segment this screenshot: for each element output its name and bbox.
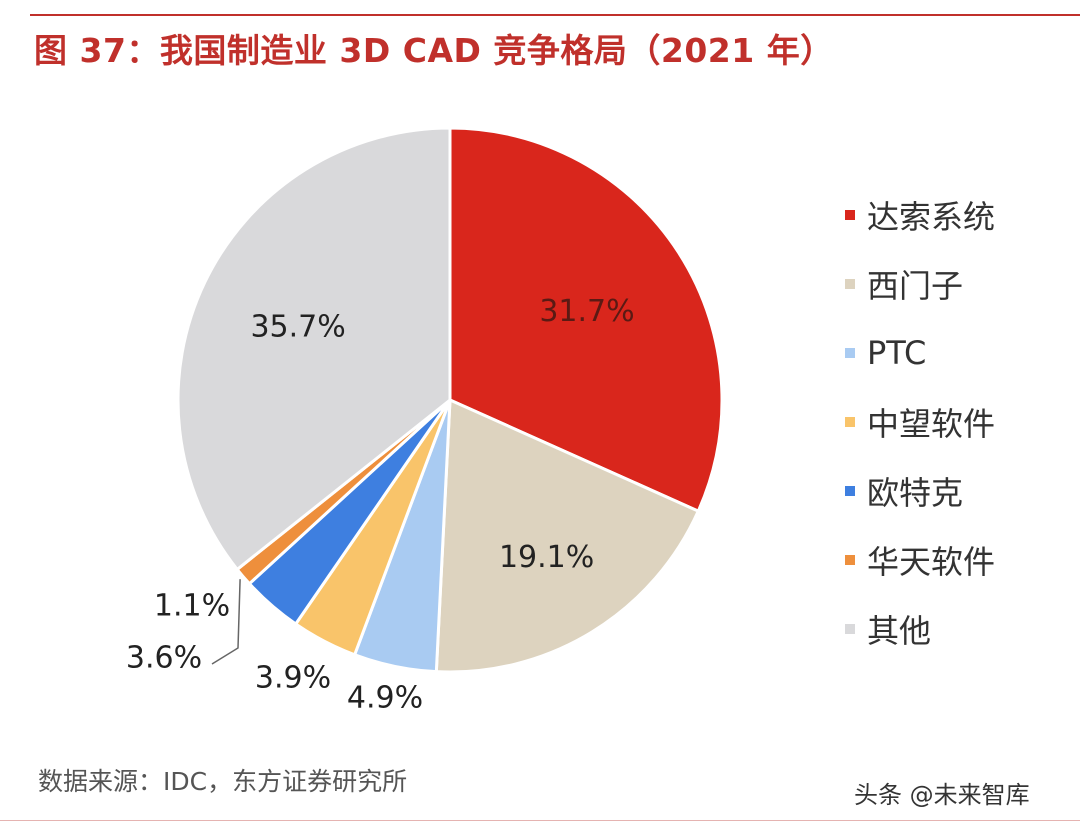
- legend-swatch-dassault: [845, 209, 855, 220]
- legend-label-huatian: 华天软件: [867, 542, 996, 581]
- pie-slice-others: [176, 126, 452, 571]
- data-label-zwsoft: 3.9%: [255, 661, 331, 696]
- data-label-others: 35.7%: [250, 309, 345, 344]
- top-rule: [30, 14, 1080, 16]
- legend-item-autodesk: 欧特克: [845, 456, 995, 525]
- legend-label-others: 其他: [867, 611, 932, 650]
- source-note: 数据来源：IDC，东方证券研究所: [38, 767, 408, 796]
- legend-label-autodesk: 欧特克: [867, 473, 964, 512]
- legend-swatch-others: [845, 623, 855, 634]
- legend-item-dassault: 达索系统: [845, 180, 995, 249]
- leader-line-huatian: [211, 579, 241, 665]
- data-label-siemens: 19.1%: [499, 540, 594, 575]
- legend-label-dassault: 达索系统: [867, 197, 996, 236]
- legend-swatch-autodesk: [845, 485, 855, 496]
- pie-slice-dassault: [448, 126, 724, 513]
- legend-item-huatian: 华天软件: [845, 525, 995, 594]
- legend-item-zwsoft: 中望软件: [845, 387, 995, 456]
- data-label-dassault: 31.7%: [539, 294, 634, 329]
- watermark: 头条 @未来智库: [854, 781, 1030, 809]
- bottom-rule: [0, 820, 1080, 821]
- chart-title: 图 37：我国制造业 3D CAD 竞争格局（2021 年）: [34, 31, 834, 70]
- legend-item-ptc: PTC: [845, 318, 995, 387]
- pie-slice-siemens: [434, 398, 700, 674]
- legend-swatch-huatian: [845, 554, 855, 565]
- legend-label-siemens: 西门子: [867, 266, 964, 305]
- legend-label-zwsoft: 中望软件: [867, 404, 996, 443]
- data-label-ptc: 4.9%: [347, 681, 423, 716]
- legend-item-siemens: 西门子: [845, 249, 995, 318]
- legend: 达索系统 西门子 PTC 中望软件 欧特克 华天软件 其他: [845, 180, 995, 663]
- legend-swatch-ptc: [845, 347, 855, 358]
- legend-item-others: 其他: [845, 594, 995, 663]
- legend-label-ptc: PTC: [867, 333, 927, 372]
- data-label-huatian: 1.1%: [154, 589, 230, 624]
- legend-swatch-siemens: [845, 278, 855, 289]
- legend-swatch-zwsoft: [845, 416, 855, 427]
- data-label-autodesk: 3.6%: [126, 641, 202, 676]
